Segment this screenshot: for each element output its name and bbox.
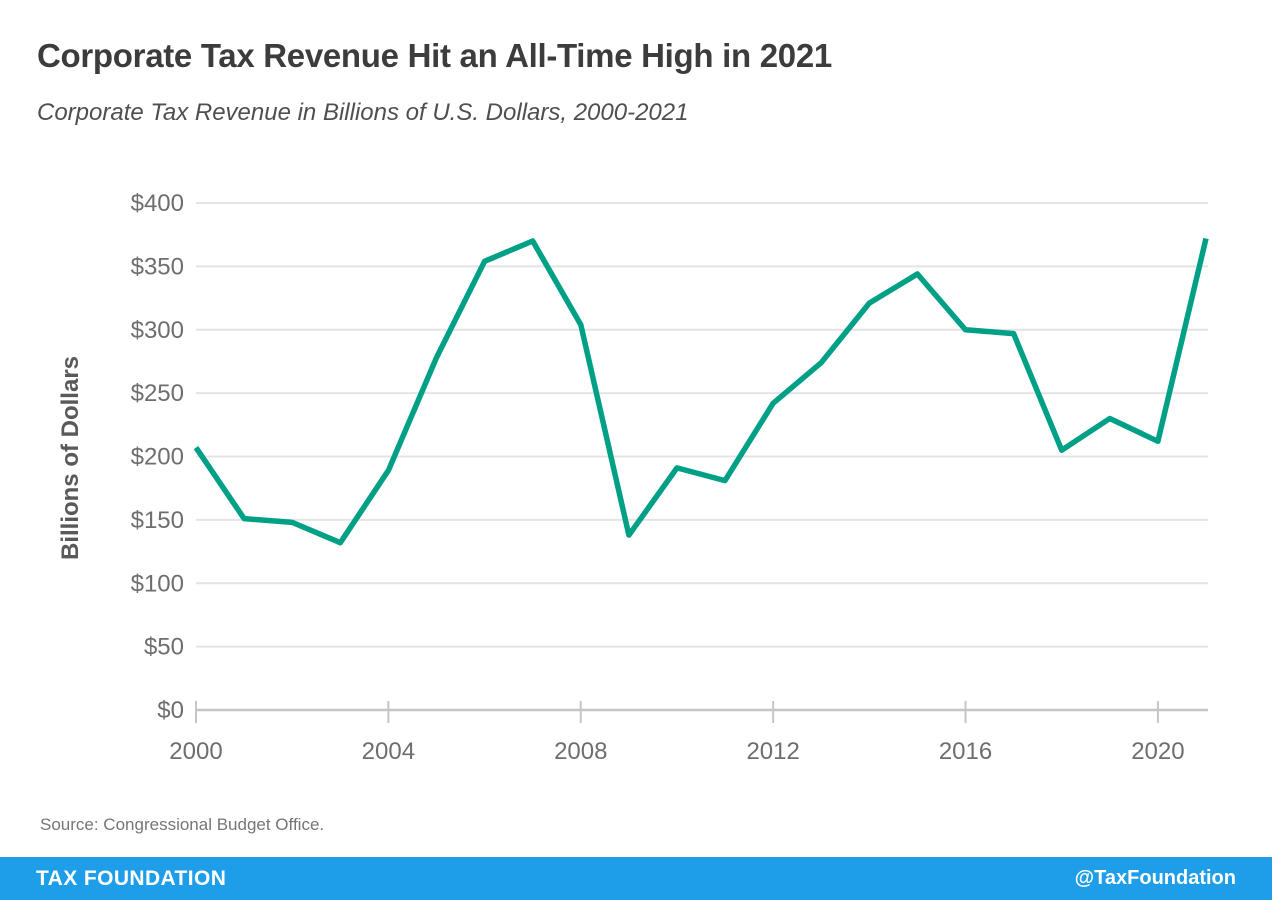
source-note: Source: Congressional Budget Office. [40,815,325,834]
twitter-handle: @TaxFoundation [1074,867,1236,889]
y-axis-title: Billions of Dollars [57,355,84,561]
x-tick-label: 2000 [169,738,222,765]
chart-subtitle: Corporate Tax Revenue in Billions of U.S… [37,99,689,126]
x-tick-label: 2012 [746,738,799,765]
x-tick-label: 2016 [939,738,992,765]
x-tick-label: 2004 [362,738,415,765]
y-tick-label: $250 [131,380,184,407]
chart-title: Corporate Tax Revenue Hit an All-Time Hi… [37,37,832,74]
revenue-line [193,237,1209,546]
brand-name: TAX FOUNDATION [36,866,227,890]
y-tick-label: $200 [131,444,184,471]
y-tick-label: $150 [131,507,184,534]
y-tick-label: $400 [131,190,184,217]
y-tick-label: $350 [131,253,184,280]
y-tick-label: $100 [131,570,184,597]
x-tick-label: 2008 [554,738,607,765]
x-tick-label: 2020 [1131,738,1184,765]
footer-bar: TAX FOUNDATION @TaxFoundation [0,857,1272,900]
y-tick-label: $300 [131,317,184,344]
y-tick-label: $50 [144,634,184,661]
y-tick-label: $0 [157,697,184,724]
